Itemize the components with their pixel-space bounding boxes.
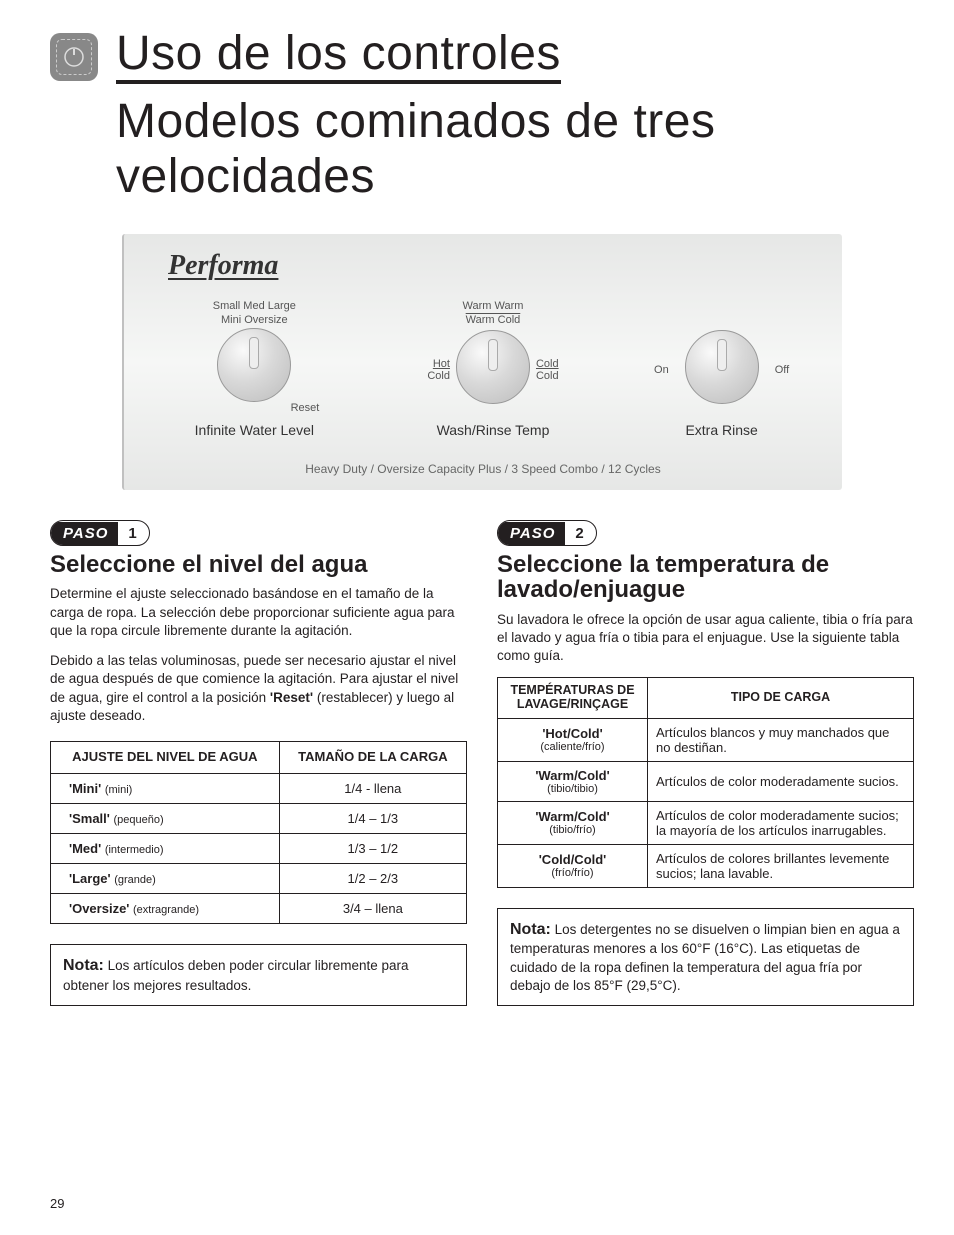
table-header: TAMAÑO DE LA CARGA [279, 742, 466, 774]
table-row: 'Oversize' (extragrande)3/4 – llena [51, 893, 467, 923]
step-1-para-2: Debido a las telas voluminosas, puede se… [50, 652, 467, 725]
temperature-table: TEMPÉRATURAS DE LAVAGE/RINÇAGE TIPO DE C… [497, 677, 914, 888]
page-title-1: Uso de los controles [116, 30, 561, 84]
table-row: 'Mini' (mini)1/4 - llena [51, 773, 467, 803]
table-row: 'Med' (intermedio)1/3 – 1/2 [51, 833, 467, 863]
table-row: 'Small' (pequeño)1/4 – 1/3 [51, 803, 467, 833]
water-level-knob: Small Med Large Mini Oversize Reset Infi… [159, 300, 349, 438]
table-row: 'Warm/Cold'(tibio/frío)Artículos de colo… [498, 801, 914, 844]
panel-subtitle: Heavy Duty / Oversize Capacity Plus / 3 … [140, 462, 826, 476]
table-row: 'Hot/Cold'(caliente/frío)Artículos blanc… [498, 718, 914, 761]
page-number: 29 [50, 1196, 64, 1211]
step-2-column: PASO 2 Seleccione la temperatura de lava… [497, 520, 914, 1006]
table-row: 'Large' (grande)1/2 – 2/3 [51, 863, 467, 893]
water-level-table: AJUSTE DEL NIVEL DE AGUA TAMAÑO DE LA CA… [50, 741, 467, 924]
step-2-para-1: Su lavadora le ofrece la opción de usar … [497, 611, 914, 666]
control-panel-illustration: Performa Small Med Large Mini Oversize R… [122, 234, 842, 490]
table-header: AJUSTE DEL NIVEL DE AGUA [51, 742, 280, 774]
step-1-para-1: Determine el ajuste seleccionado basándo… [50, 585, 467, 640]
knob-caption: Infinite Water Level [159, 422, 349, 438]
note-box: Nota: Los artículos deben poder circular… [50, 944, 467, 1006]
wash-rinse-knob: Warm Warm Warm Cold Hot Cold Cold Cold W… [398, 300, 588, 438]
brand-logo: Performa [168, 250, 826, 282]
knob-caption: Wash/Rinse Temp [398, 422, 588, 438]
page-title-2: Modelos cominados de tres velocidades [116, 94, 914, 204]
table-row: 'Warm/Cold'(tibio/tibio)Artículos de col… [498, 761, 914, 801]
step-2-title: Seleccione la temperatura de lavado/enju… [497, 552, 914, 602]
table-row: 'Cold/Cold'(frío/frío)Artículos de color… [498, 844, 914, 887]
controls-icon [50, 33, 98, 81]
step-1-column: PASO 1 Seleccione el nivel del agua Dete… [50, 520, 467, 1006]
note-box: Nota: Los detergentes no se disuelven o … [497, 908, 914, 1006]
step-1-title: Seleccione el nivel del agua [50, 552, 467, 577]
step-pill: PASO 1 [50, 520, 150, 546]
table-header: TEMPÉRATURAS DE LAVAGE/RINÇAGE [498, 678, 648, 719]
table-header: TIPO DE CARGA [648, 678, 914, 719]
knob-caption: Extra Rinse [637, 422, 807, 438]
step-pill: PASO 2 [497, 520, 597, 546]
extra-rinse-knob: On Off Extra Rinse [637, 314, 807, 438]
